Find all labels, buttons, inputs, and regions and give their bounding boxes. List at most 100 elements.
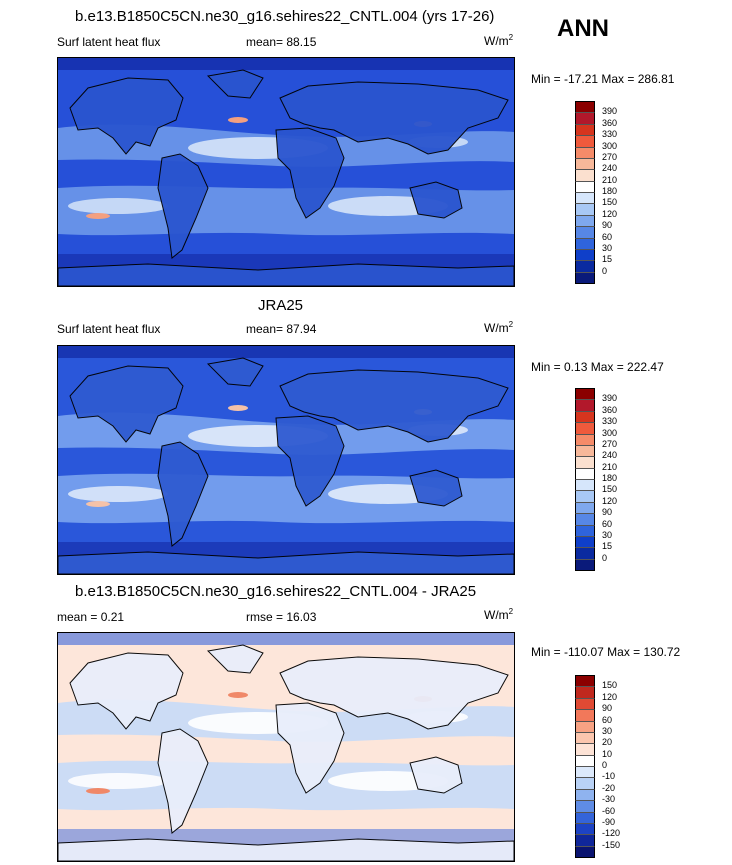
continent-outline <box>206 357 264 387</box>
continents <box>58 357 514 574</box>
colorbar-label: -10 <box>602 771 616 782</box>
colorbar-cell <box>575 146 595 159</box>
continent-outline <box>157 441 209 547</box>
colorbar-label: 60 <box>602 714 613 725</box>
colorbar-cell <box>575 410 595 423</box>
panel-3-colorbar: 150 120 90 60 30 20 10 0 -10 -20 -30 -60 -90 -120 -150 <box>575 675 635 858</box>
colorbar-label: 15 <box>602 254 613 265</box>
panel-3-units: W/m2 <box>484 607 514 622</box>
colorbar-label: 0 <box>602 760 608 770</box>
colorbar-cell <box>575 157 595 170</box>
colorbar-cell <box>575 214 595 227</box>
field-core <box>68 198 168 214</box>
colorbar-label: -30 <box>602 794 616 805</box>
colorbar-label: 90 <box>602 220 613 231</box>
colorbar-cell <box>575 709 595 721</box>
colorbar-cell <box>575 422 595 434</box>
panel-2-title: JRA25 <box>258 297 304 314</box>
panel-1-field-label: Surf latent heat flux <box>57 35 161 49</box>
colorbar-cell <box>575 226 595 238</box>
colorbar-label: 150 <box>602 484 618 495</box>
colorbar-cell <box>575 260 595 273</box>
colorbar-cell <box>575 731 595 744</box>
colorbar-label: 15 <box>602 541 613 552</box>
colorbar-label: 390 <box>602 393 618 404</box>
colorbar-cell <box>575 743 595 756</box>
continents <box>58 644 514 861</box>
colorbar-label: 120 <box>602 208 618 219</box>
colorbar-cell <box>575 754 595 767</box>
colorbar-cell <box>575 180 595 193</box>
colorbar-cell <box>575 524 595 537</box>
colorbar-cell <box>575 788 595 801</box>
continent-outline <box>69 77 184 155</box>
north-polar-region <box>58 633 514 645</box>
colorbar-cell <box>575 686 595 699</box>
colorbar-cell <box>575 777 595 790</box>
colorbar-cell <box>575 399 595 412</box>
panel-3-map <box>57 632 515 862</box>
colorbar-cell <box>575 203 595 216</box>
colorbar-cell <box>575 811 595 824</box>
colorbar-cell <box>575 169 595 182</box>
panel-2-minmax: Min = 0.13 Max = 222.47 <box>531 360 664 374</box>
colorbar-cell <box>575 135 595 147</box>
colorbar-label: -20 <box>602 782 616 793</box>
colorbar-label: 330 <box>602 129 618 140</box>
colorbar-cell <box>575 845 595 858</box>
colorbar-cell <box>575 237 595 250</box>
field-hotspot <box>228 117 248 123</box>
colorbar-cell <box>575 675 595 687</box>
field-hotspot <box>86 788 110 794</box>
panel-2-map <box>57 345 515 575</box>
north-polar-region <box>58 346 514 358</box>
panel-3-minmax: Min = -110.07 Max = 130.72 <box>531 645 681 659</box>
colorbar-label: 270 <box>602 151 618 162</box>
colorbar-cell <box>575 547 595 560</box>
colorbar-label: 90 <box>602 507 613 518</box>
continent-outline <box>69 365 184 443</box>
colorbar-cell <box>575 456 595 469</box>
colorbar-cell <box>575 490 595 503</box>
colorbar-label: 20 <box>602 737 613 748</box>
colorbar-cell <box>575 444 595 457</box>
colorbar-label: 150 <box>602 197 618 208</box>
colorbar-cell <box>575 388 595 400</box>
panel-1-units: W/m2 <box>484 33 514 48</box>
field-hotspot <box>228 405 248 411</box>
continent-outline <box>58 263 514 286</box>
colorbar-label: 60 <box>602 518 613 529</box>
colorbar-cell <box>575 535 595 548</box>
panel-3-title: b.e13.B1850C5CN.ne30_g16.sehires22_CNTL.… <box>75 583 477 600</box>
colorbar-label: 120 <box>602 691 618 702</box>
colorbar-cell <box>575 433 595 446</box>
colorbar-label: 240 <box>602 450 618 461</box>
colorbar-label: 360 <box>602 117 618 128</box>
colorbar-label: -60 <box>602 805 616 816</box>
colorbar-cell <box>575 192 595 204</box>
season-label: ANN <box>557 15 609 42</box>
continent-outline <box>206 644 264 674</box>
colorbar-cell <box>575 513 595 525</box>
continent-outline <box>157 153 209 259</box>
panel-1-colorbar: 390 360 330 300 270 240 210 180 150 120 90 60 30 15 0 <box>575 101 635 284</box>
continent-outline <box>206 69 264 99</box>
colorbar-label: -90 <box>602 816 616 827</box>
panel-2-mean: mean= 87.94 <box>246 322 317 336</box>
colorbar-label: 120 <box>602 495 618 506</box>
continents <box>58 69 514 286</box>
colorbar-cell <box>575 822 595 835</box>
continent-outline <box>157 728 209 834</box>
colorbar-label: 180 <box>602 473 618 483</box>
continent-outline <box>409 756 463 794</box>
continent-outline <box>275 127 345 219</box>
colorbar-label: 360 <box>602 404 618 415</box>
colorbar-label: 150 <box>602 680 618 691</box>
field-core <box>68 773 168 789</box>
colorbar-cell <box>575 123 595 136</box>
panel-1-mean: mean= 88.15 <box>246 35 317 49</box>
colorbar-label: 10 <box>602 748 613 759</box>
field-hotspot <box>228 692 248 698</box>
colorbar-cell <box>575 558 595 571</box>
colorbar-cell <box>575 501 595 514</box>
